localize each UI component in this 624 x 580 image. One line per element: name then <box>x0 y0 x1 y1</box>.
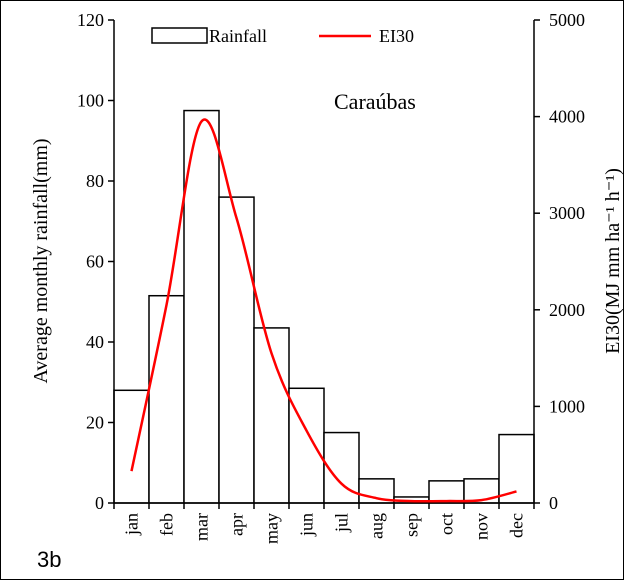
y-tick-label: 80 <box>86 171 104 191</box>
y-tick-label: 40 <box>86 332 104 352</box>
bar-feb <box>148 294 185 504</box>
y-tick-label: 20 <box>86 413 104 433</box>
legend-rainfall-swatch <box>151 27 208 44</box>
y-tick-label: 100 <box>77 91 104 111</box>
x-tick-label-aug: aug <box>367 513 387 539</box>
x-tick-label-feb: feb <box>157 513 177 536</box>
bar-apr <box>218 196 255 504</box>
x-tick-label-sep: sep <box>402 513 422 537</box>
x-tick-label-jan: jan <box>122 513 142 536</box>
x-tick-label-apr: apr <box>227 513 247 536</box>
x-tick-label-jul: jul <box>332 513 352 533</box>
y2-tick-label: 2000 <box>549 300 585 320</box>
y-tick-label: 120 <box>77 10 104 30</box>
y2-tick-label: 4000 <box>549 107 585 127</box>
x-tick-label-jun: jun <box>297 513 317 537</box>
bar-jan <box>113 389 150 504</box>
y2-tick-label: 1000 <box>549 396 585 416</box>
y-tick-label: 60 <box>86 252 104 272</box>
bar-dec <box>498 433 535 504</box>
ei30-line <box>130 118 517 503</box>
bar-mar <box>183 109 220 504</box>
y2-axis-title: EI30(MJ mm ha⁻¹ h⁻¹) <box>602 168 623 354</box>
y-axis-title: Average monthly rainfall(mm) <box>30 138 52 383</box>
y2-tick-label: 5000 <box>549 10 585 30</box>
y2-tick-label: 0 <box>549 493 558 513</box>
axes-group: 0 20 40 60 80 100 120 0 1000 2000 3000 4000 5000 jan f… <box>77 10 585 544</box>
x-tick-label-may: may <box>262 513 282 544</box>
x-tick-label-mar: mar <box>192 513 212 541</box>
bar-group <box>113 109 535 504</box>
legend-rainfall-label: Rainfall <box>209 26 267 46</box>
x-tick-label-dec: dec <box>507 513 527 538</box>
legend-ei30-label: EI30 <box>379 26 414 46</box>
bar-oct <box>428 480 465 504</box>
line-group <box>130 118 517 503</box>
x-tick-label-oct: oct <box>437 513 457 535</box>
x-tick-label-nov: nov <box>472 513 492 540</box>
panel-label: 3b <box>37 547 61 572</box>
legend: Rainfall EI30 <box>151 26 414 46</box>
station-label: Caraúbas <box>334 89 416 114</box>
y-tick-label: 0 <box>95 493 104 513</box>
y2-tick-label: 3000 <box>549 203 585 223</box>
